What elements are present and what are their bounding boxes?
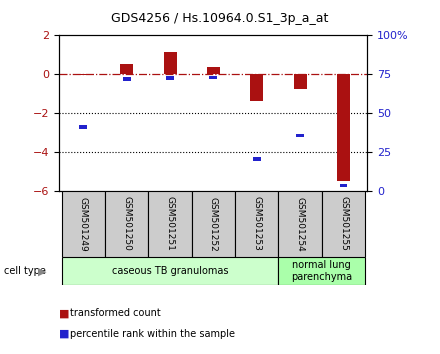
Text: ■: ■ — [59, 329, 70, 339]
Bar — [62, 257, 279, 285]
Text: ■: ■ — [59, 308, 70, 318]
Bar — [253, 157, 260, 161]
Bar — [148, 191, 192, 257]
Bar — [296, 134, 304, 137]
Bar — [77, 74, 90, 75]
Text: GSM501252: GSM501252 — [209, 196, 218, 251]
Bar — [235, 191, 279, 257]
Text: caseous TB granulomas: caseous TB granulomas — [112, 266, 228, 276]
Bar — [322, 191, 365, 257]
Text: GSM501255: GSM501255 — [339, 196, 348, 251]
Text: normal lung
parenchyma: normal lung parenchyma — [291, 260, 352, 282]
Text: transformed count: transformed count — [70, 308, 160, 318]
Bar — [337, 74, 350, 181]
Text: GSM501253: GSM501253 — [252, 196, 261, 251]
Bar — [123, 78, 131, 81]
Text: GSM501249: GSM501249 — [79, 196, 88, 251]
Bar — [279, 257, 365, 285]
Bar — [279, 191, 322, 257]
Text: GSM501250: GSM501250 — [122, 196, 131, 251]
Bar — [105, 191, 148, 257]
Bar — [192, 191, 235, 257]
Bar — [62, 191, 105, 257]
Text: GDS4256 / Hs.10964.0.S1_3p_a_at: GDS4256 / Hs.10964.0.S1_3p_a_at — [111, 12, 329, 25]
Bar — [164, 52, 176, 74]
Text: GSM501254: GSM501254 — [296, 196, 304, 251]
Bar — [207, 67, 220, 74]
Text: GSM501251: GSM501251 — [165, 196, 175, 251]
Bar — [250, 74, 263, 101]
Bar — [79, 125, 87, 129]
Bar — [166, 76, 174, 80]
Text: ▶: ▶ — [37, 266, 46, 276]
Bar — [293, 74, 307, 89]
Bar — [340, 184, 348, 187]
Bar — [120, 64, 133, 74]
Text: cell type: cell type — [4, 266, 46, 276]
Bar — [209, 75, 217, 79]
Text: percentile rank within the sample: percentile rank within the sample — [70, 329, 235, 339]
